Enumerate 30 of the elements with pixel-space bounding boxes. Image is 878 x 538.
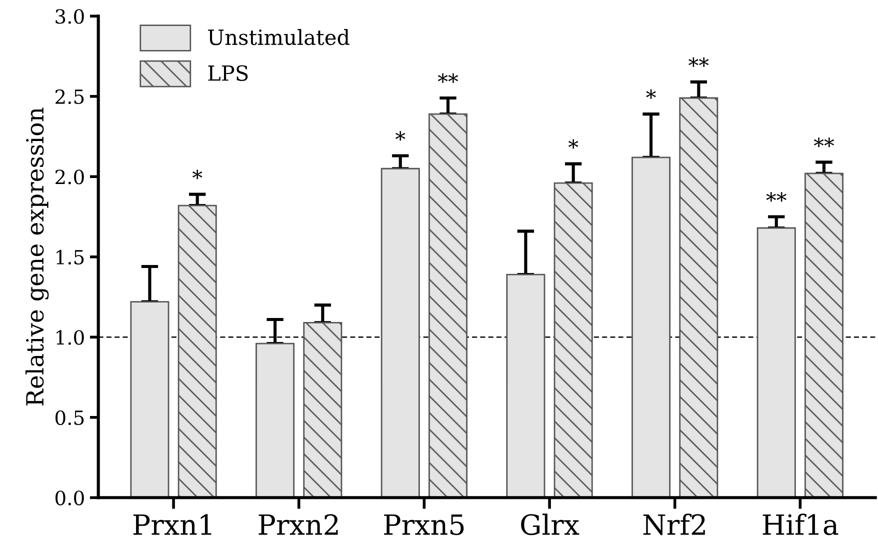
data-label: * [568, 139, 578, 149]
x-tick-label: Glrx [521, 514, 580, 536]
y-tick-label: 0.0 [56, 490, 84, 506]
data-label: * [192, 170, 202, 180]
y-tick-label: 1.0 [56, 330, 84, 345]
x-tick-label: Nrf2 [643, 514, 705, 536]
data-label: * [396, 131, 406, 141]
y-tick-label: 2.0 [56, 170, 84, 184]
x-tick-label: Prxn1 [133, 514, 212, 535]
data-label: ** [766, 192, 786, 202]
x-tick-label: Prxn2 [258, 514, 338, 535]
y-tick-label: 0.5 [56, 410, 84, 426]
legend-label: Unstimulated [208, 29, 350, 46]
y-axis-title: Relative gene expression [25, 108, 49, 406]
bar [506, 274, 546, 498]
y-tick-label: 3.0 [56, 9, 84, 24]
legend-label: LPS [208, 65, 248, 81]
y-tick-label: 1.5 [56, 250, 84, 265]
data-label: ** [438, 73, 458, 83]
x-tick-label: Hif1a [762, 514, 838, 536]
bar [756, 227, 796, 498]
data-label: * [646, 89, 656, 99]
x-tick-label: Prxn5 [384, 514, 464, 536]
bar [632, 156, 671, 498]
bar [256, 342, 295, 498]
bar [380, 168, 420, 498]
bar [130, 301, 170, 498]
data-label: ** [688, 57, 709, 67]
y-tick-label: 2.5 [56, 89, 84, 104]
data-label: ** [814, 138, 834, 148]
